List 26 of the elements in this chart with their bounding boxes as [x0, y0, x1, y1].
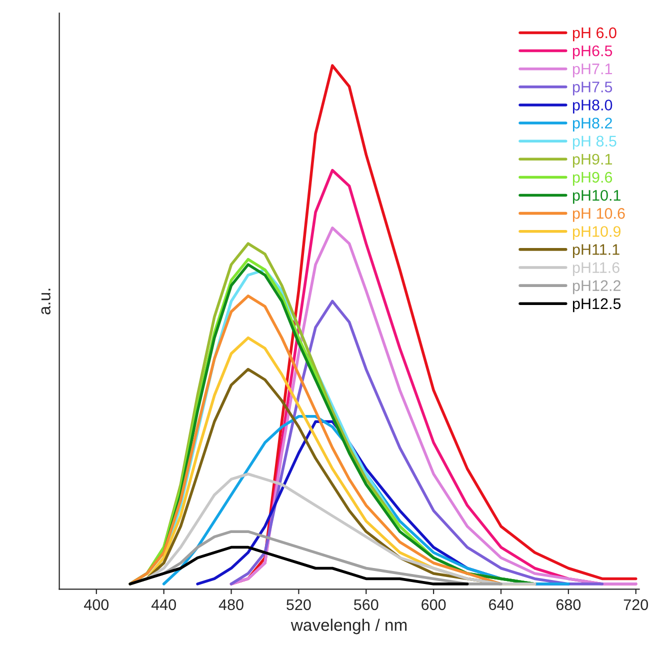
- legend-label: pH8.0: [572, 100, 612, 114]
- x-tick-label: 720: [624, 599, 648, 610]
- legend-label: pH12.2: [572, 280, 620, 294]
- legend-label: pH10.1: [572, 190, 620, 204]
- x-tick-label: 680: [556, 599, 581, 610]
- legend-label: pH 10.6: [572, 208, 625, 222]
- legend-label: pH7.5: [572, 82, 612, 96]
- legend-label: pH 6.0: [572, 27, 616, 42]
- legend-label: pH 8.5: [572, 136, 616, 150]
- legend-label: pH9.6: [572, 172, 612, 186]
- x-tick-label: 640: [489, 599, 514, 610]
- x-axis-title: wavelengh / nm: [290, 618, 407, 634]
- x-tick-label: 440: [151, 599, 176, 610]
- legend-label: pH8.2: [572, 118, 612, 132]
- legend-label: pH7.1: [572, 64, 612, 78]
- legend-label: pH11.1: [572, 244, 620, 258]
- x-tick-label: 520: [286, 599, 311, 610]
- y-axis-title: a.u.: [41, 288, 50, 314]
- legend-label: pH12.5: [572, 298, 621, 312]
- x-tick-label: 560: [354, 599, 378, 610]
- x-tick-label: 480: [218, 599, 244, 610]
- x-tick-label: 400: [84, 599, 109, 610]
- legend-label: pH9.1: [572, 154, 612, 168]
- legend-label: pH10.9: [572, 226, 621, 240]
- x-tick-label: 600: [422, 599, 446, 610]
- legend-label: pH6.5: [572, 45, 612, 60]
